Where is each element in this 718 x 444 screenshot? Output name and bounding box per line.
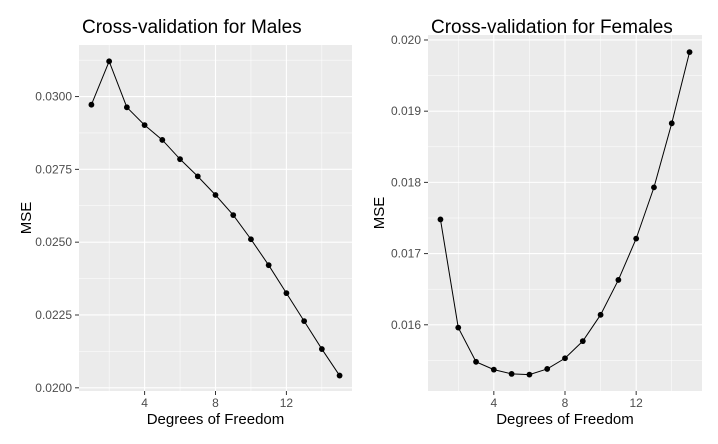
data-point: [597, 311, 604, 318]
data-point: [668, 120, 675, 127]
x-axis-title: Degrees of Freedom: [496, 411, 634, 428]
data-point: [212, 192, 219, 198]
x-tick-label: 8: [212, 396, 219, 410]
data-point: [248, 236, 254, 243]
data-point: [283, 290, 290, 297]
axis-ticks: 4 8 12 0.0200 0.0225 0.0250 0.0275 0.0300: [35, 90, 293, 410]
y-tick-label: 0.017: [391, 247, 421, 261]
data-point: [106, 58, 113, 65]
data-point: [562, 355, 568, 362]
data-point: [651, 184, 657, 191]
data-point: [88, 101, 95, 108]
data-point: [437, 216, 444, 223]
data-point: [194, 173, 201, 180]
x-axis-title: Degrees of Freedom: [147, 411, 285, 428]
data-point: [141, 122, 148, 128]
chart-females: Cross-validation for Females 4 8 12 0.016 0.…: [371, 17, 702, 428]
y-tick-label: 0.0250: [35, 235, 72, 249]
data-point: [301, 318, 308, 325]
data-point: [159, 137, 166, 143]
data-point: [615, 277, 622, 283]
x-tick-label: 4: [141, 396, 148, 410]
data-point: [318, 346, 325, 352]
data-series: [437, 49, 693, 378]
data-point: [336, 372, 343, 379]
data-point: [579, 338, 586, 345]
data-series: [88, 58, 343, 379]
y-axis-title: MSE: [18, 202, 35, 235]
data-point: [123, 104, 130, 111]
data-point: [177, 156, 183, 163]
chart-title: Cross-validation for Females: [431, 17, 673, 38]
x-tick-label: 12: [629, 396, 643, 410]
major-gridlines: [79, 45, 352, 391]
data-point: [633, 235, 640, 242]
x-tick-label: 12: [280, 396, 294, 410]
chart-males: Cross-validation for Males 4 8 12 0.0200 0.0…: [18, 17, 352, 428]
y-tick-label: 0.018: [391, 175, 421, 189]
y-tick-label: 0.019: [391, 104, 421, 118]
x-tick-label: 8: [562, 396, 569, 410]
y-axis-title: MSE: [371, 197, 388, 230]
data-point: [490, 366, 497, 373]
y-tick-label: 0.020: [391, 33, 421, 47]
y-tick-label: 0.0300: [35, 90, 72, 104]
major-gridlines: [428, 35, 702, 391]
y-tick-label: 0.0225: [35, 308, 72, 322]
data-point: [455, 324, 462, 331]
axis-ticks: 4 8 12 0.016 0.017 0.018 0.019 0.020: [391, 33, 643, 410]
x-tick-label: 4: [490, 396, 497, 410]
data-point: [508, 371, 515, 377]
data-point: [473, 358, 479, 365]
data-point: [686, 49, 693, 55]
chart-title: Cross-validation for Males: [82, 17, 302, 38]
data-point: [544, 366, 551, 372]
data-point: [230, 212, 237, 218]
y-tick-label: 0.0275: [35, 162, 72, 176]
data-point: [265, 262, 272, 269]
y-tick-label: 0.0200: [35, 381, 72, 395]
y-tick-label: 0.016: [391, 318, 421, 332]
data-point: [526, 371, 533, 378]
